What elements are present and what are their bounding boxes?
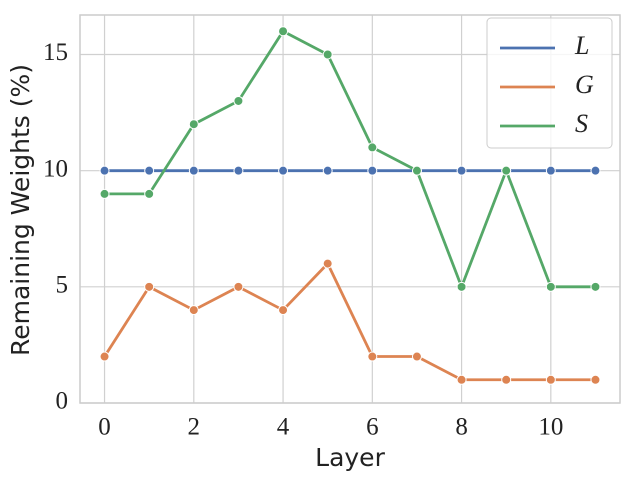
- point: [278, 305, 289, 316]
- point: [456, 165, 467, 176]
- point: [501, 374, 512, 385]
- y-tick-label: 15: [43, 39, 68, 66]
- point: [545, 281, 556, 292]
- series-line: [104, 29, 596, 291]
- x-axis-label: Layer: [315, 443, 385, 472]
- legend-label: L: [574, 31, 589, 60]
- x-tick-label: 0: [98, 414, 111, 441]
- point: [99, 165, 110, 176]
- point: [545, 374, 556, 385]
- y-tick-label: 5: [56, 272, 69, 299]
- legend-label: S: [575, 109, 588, 138]
- point: [367, 351, 378, 362]
- plot-frame: [79, 14, 621, 404]
- point: [233, 281, 244, 292]
- point: [322, 49, 333, 60]
- point: [99, 188, 110, 199]
- point: [590, 281, 601, 292]
- point: [456, 281, 467, 292]
- point: [144, 188, 155, 199]
- x-tick-label: 2: [188, 414, 201, 441]
- point: [411, 165, 422, 176]
- series-line: [103, 261, 596, 382]
- y-tick-label: 10: [43, 155, 68, 182]
- point: [99, 351, 110, 362]
- point: [590, 165, 601, 176]
- point: [322, 165, 333, 176]
- point: [501, 165, 512, 176]
- point: [411, 351, 422, 362]
- point: [233, 95, 244, 106]
- point: [278, 165, 289, 176]
- point: [188, 119, 199, 130]
- point: [545, 165, 556, 176]
- point: [278, 26, 289, 37]
- point: [322, 258, 333, 269]
- point: [367, 165, 378, 176]
- point: [144, 281, 155, 292]
- y-axis-label: Remaining Weights (%): [6, 64, 35, 356]
- x-tick-label: 6: [366, 414, 379, 441]
- legend-box: [486, 17, 613, 149]
- point: [233, 165, 244, 176]
- point: [188, 165, 199, 176]
- point: [144, 165, 155, 176]
- y-tick-label: 0: [56, 388, 69, 415]
- x-tick-label: 10: [538, 414, 563, 441]
- point: [188, 305, 199, 316]
- x-tick-label: 8: [455, 414, 468, 441]
- point: [456, 374, 467, 385]
- x-tick-label: 4: [277, 414, 290, 441]
- legend-label: G: [575, 70, 594, 99]
- legend: LGS: [486, 17, 613, 149]
- point: [590, 374, 601, 385]
- point: [367, 142, 378, 153]
